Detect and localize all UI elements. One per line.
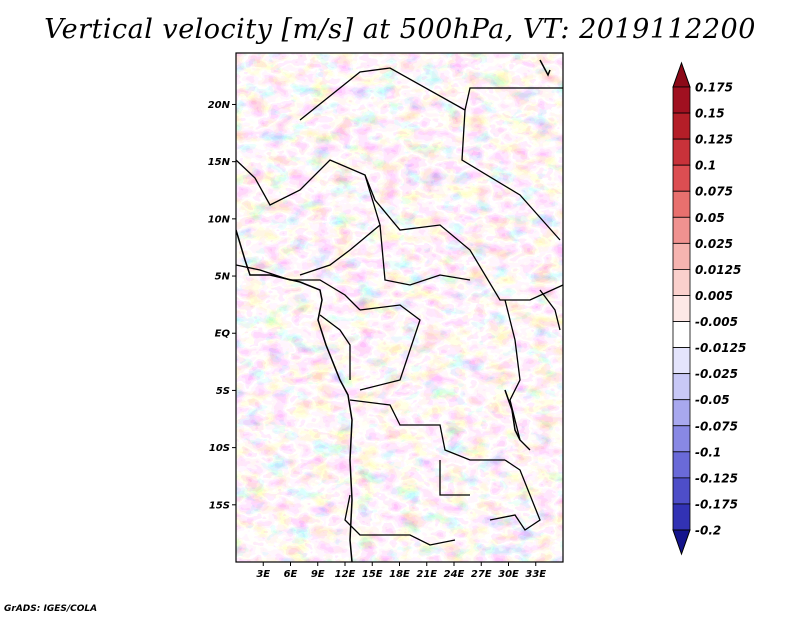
lat-tick-label: 5N — [215, 272, 231, 283]
lon-tick-label: 3E — [256, 569, 270, 580]
latitude-ticks: 20N 15N 10N 5N EQ 5S 10S 15S — [208, 100, 236, 511]
colorbar-segment — [672, 216, 691, 244]
lat-tick-label: 20N — [208, 100, 231, 111]
colorbar-segment — [672, 425, 691, 453]
colorbar-segment — [672, 503, 691, 531]
colorbar-label: 0.0125 — [695, 263, 741, 277]
lon-tick-label: 18E — [389, 569, 410, 580]
colorbar-segment — [672, 477, 691, 505]
colorbar-label: 0.075 — [695, 185, 733, 199]
colorbar-label: -0.025 — [695, 367, 738, 381]
colorbar-label: -0.05 — [695, 393, 730, 407]
lat-tick-label: 15S — [209, 500, 230, 511]
colorbar-segment — [672, 321, 691, 348]
colorbar-label: 0.125 — [695, 133, 733, 147]
colorbar-segment — [672, 86, 691, 114]
colorbar-label: -0.125 — [695, 471, 738, 485]
colorbar-segment — [672, 112, 691, 140]
colorbar-top-arrow — [672, 61, 691, 88]
country-borders — [236, 67, 563, 546]
colorbar-segment — [672, 164, 691, 192]
colorbar-segment — [672, 451, 691, 479]
lon-tick-label: 24E — [444, 569, 465, 580]
lon-tick-label: 12E — [335, 569, 356, 580]
lat-tick-label: 5S — [216, 386, 230, 397]
lon-tick-label: 6E — [284, 569, 298, 580]
lon-tick-label: 15E — [362, 569, 383, 580]
lon-tick-label: 9E — [311, 569, 325, 580]
colorbar-segment — [672, 373, 691, 401]
colorbar-segment — [672, 190, 691, 218]
colorbar-segment — [672, 242, 691, 270]
colorbar-bottom-arrow — [672, 529, 691, 556]
colorbar-segment — [672, 399, 691, 427]
lat-tick-label: EQ — [215, 329, 231, 340]
colorbar-label: 0.1 — [695, 159, 716, 173]
colorbar-segment — [672, 269, 691, 296]
lat-tick-label: 10S — [209, 443, 230, 454]
colorbar-label: -0.2 — [695, 524, 721, 538]
velocity-field — [236, 53, 563, 562]
colorbar-label: -0.075 — [695, 419, 738, 433]
colorbar-label: 0.175 — [695, 81, 733, 95]
map-title: Vertical velocity [m/s] at 500hPa, VT: 2… — [44, 14, 756, 45]
lon-tick-label: 21E — [416, 569, 437, 580]
lon-tick-label: 30E — [498, 569, 519, 580]
coastline — [236, 59, 551, 562]
colorbar-label: -0.005 — [695, 315, 738, 329]
colorbar: 0.175 0.15 0.125 0.1 0.075 0.05 0.025 0.0125 0.0… — [672, 61, 746, 556]
colorbar-label: 0.15 — [695, 107, 725, 121]
colorbar-label: -0.0125 — [695, 341, 746, 355]
lat-tick-label: 15N — [208, 157, 231, 168]
colorbar-segment — [672, 347, 691, 375]
colorbar-label: 0.005 — [695, 289, 733, 303]
lon-tick-label: 33E — [525, 569, 546, 580]
colorbar-label: 0.05 — [695, 211, 725, 225]
lon-tick-label: 27E — [471, 569, 492, 580]
lat-tick-label: 10N — [208, 214, 231, 225]
colorbar-segment — [672, 138, 691, 166]
colorbar-label: -0.1 — [695, 445, 721, 459]
colorbar-segment — [672, 295, 691, 322]
grads-credit: GrADS: IGES/COLA — [4, 604, 98, 614]
axes-group: 20N 15N 10N 5N EQ 5S 10S 15S 3E 6E 9E 12E 15E 18E 21E… — [208, 52, 564, 580]
colorbar-label: 0.025 — [695, 237, 733, 251]
longitude-ticks: 3E 6E 9E 12E 15E 18E 21E 24E 27E 30E 33E — [256, 562, 546, 580]
colorbar-label: -0.175 — [695, 497, 738, 511]
